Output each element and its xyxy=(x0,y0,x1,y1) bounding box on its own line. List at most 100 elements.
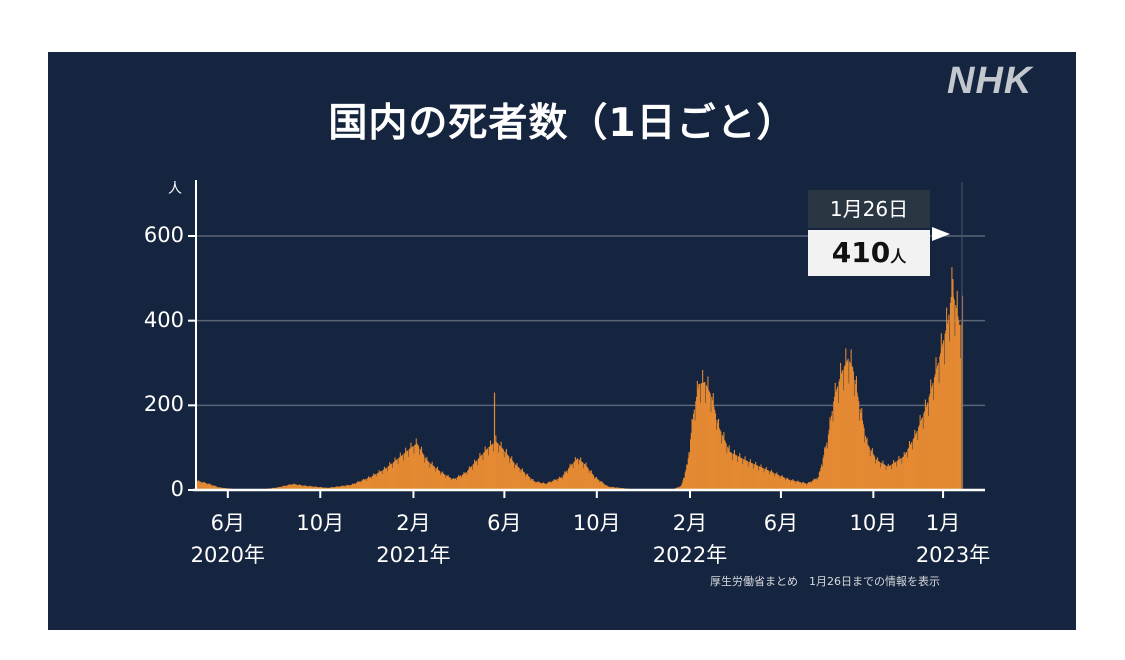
data-bar xyxy=(437,469,439,490)
data-bar xyxy=(883,464,885,490)
data-bar xyxy=(404,452,406,490)
data-bar xyxy=(934,374,936,490)
y-axis-unit: 人 xyxy=(168,181,182,197)
data-bar xyxy=(476,460,478,490)
data-bar xyxy=(801,482,803,490)
data-bar xyxy=(931,385,933,490)
data-bar xyxy=(460,475,462,490)
data-bar xyxy=(514,468,516,490)
data-bar xyxy=(680,485,682,490)
data-bar xyxy=(415,438,417,490)
data-bar xyxy=(483,452,485,490)
data-bar xyxy=(347,485,349,490)
data-bar xyxy=(201,483,203,490)
data-bar xyxy=(815,478,817,490)
data-bar xyxy=(360,482,362,490)
data-bar xyxy=(446,476,448,490)
data-bar xyxy=(533,481,535,490)
data-bar xyxy=(377,472,379,490)
data-bar xyxy=(314,486,317,490)
x-tick-label: 2月 xyxy=(396,511,431,535)
data-bar xyxy=(599,482,601,490)
data-bar xyxy=(443,473,445,490)
data-bar xyxy=(727,446,729,490)
data-bar xyxy=(575,459,577,490)
data-bar xyxy=(938,383,940,490)
data-bar xyxy=(929,394,931,490)
data-bar xyxy=(737,456,739,490)
data-bar xyxy=(480,456,482,490)
data-bar xyxy=(449,477,451,490)
data-bar xyxy=(288,484,290,490)
data-bar xyxy=(424,457,426,490)
data-bar xyxy=(763,472,765,490)
data-bar xyxy=(576,459,578,490)
data-bar xyxy=(458,475,460,490)
data-bar xyxy=(346,484,348,490)
data-bar xyxy=(406,450,408,490)
data-bar xyxy=(534,481,536,490)
data-bar xyxy=(349,485,351,490)
data-bar xyxy=(470,467,472,490)
data-bar xyxy=(492,443,494,490)
data-bar xyxy=(868,446,870,490)
data-bar xyxy=(899,458,901,490)
data-bar xyxy=(290,484,292,490)
data-bar xyxy=(679,486,681,490)
data-bar xyxy=(515,465,517,490)
data-bar xyxy=(450,480,452,490)
data-bar xyxy=(435,467,437,490)
data-bar xyxy=(361,480,363,490)
data-bar xyxy=(205,483,207,490)
data-bar xyxy=(482,460,484,490)
data-bar xyxy=(789,479,791,490)
data-bar xyxy=(392,462,395,490)
nhk-logo: NHK xyxy=(947,60,1033,102)
data-bar xyxy=(690,432,692,490)
data-bar xyxy=(680,486,682,490)
data-bar xyxy=(610,486,612,490)
data-bar xyxy=(774,476,776,490)
data-bar xyxy=(795,482,797,490)
data-bar xyxy=(348,485,350,490)
data-bar xyxy=(710,412,712,490)
callout-arrow-icon xyxy=(932,227,950,241)
data-bar xyxy=(307,486,309,490)
data-bar xyxy=(308,486,310,490)
data-bar xyxy=(332,487,334,490)
data-bar xyxy=(958,324,961,490)
data-bar xyxy=(560,477,562,490)
data-bar xyxy=(926,405,928,490)
data-bar xyxy=(725,443,727,490)
data-bar xyxy=(539,482,541,490)
data-bar xyxy=(349,485,351,490)
data-bar xyxy=(830,415,832,490)
callout-unit: 人 xyxy=(890,247,907,266)
data-bar xyxy=(430,463,432,490)
data-bar xyxy=(490,445,492,490)
data-bar xyxy=(333,487,335,490)
data-bar xyxy=(606,485,608,490)
data-bar xyxy=(367,478,369,490)
data-bar xyxy=(690,439,692,490)
data-bar xyxy=(689,453,691,490)
data-bar xyxy=(902,457,904,490)
data-bar xyxy=(914,429,916,490)
data-bar xyxy=(322,487,324,490)
data-bar xyxy=(677,487,679,490)
data-bar xyxy=(305,485,307,490)
data-bar xyxy=(591,473,593,490)
data-bar xyxy=(683,477,685,490)
data-bar xyxy=(865,435,867,490)
data-bar xyxy=(949,341,951,490)
data-bar xyxy=(559,477,561,490)
data-bar xyxy=(543,483,545,490)
data-bar xyxy=(429,467,431,490)
data-bar xyxy=(292,484,294,490)
data-bar xyxy=(928,396,930,490)
data-bar xyxy=(905,453,907,490)
data-bar xyxy=(872,453,874,490)
data-bar xyxy=(613,487,615,490)
data-bar xyxy=(385,468,387,490)
data-bar xyxy=(370,476,372,490)
